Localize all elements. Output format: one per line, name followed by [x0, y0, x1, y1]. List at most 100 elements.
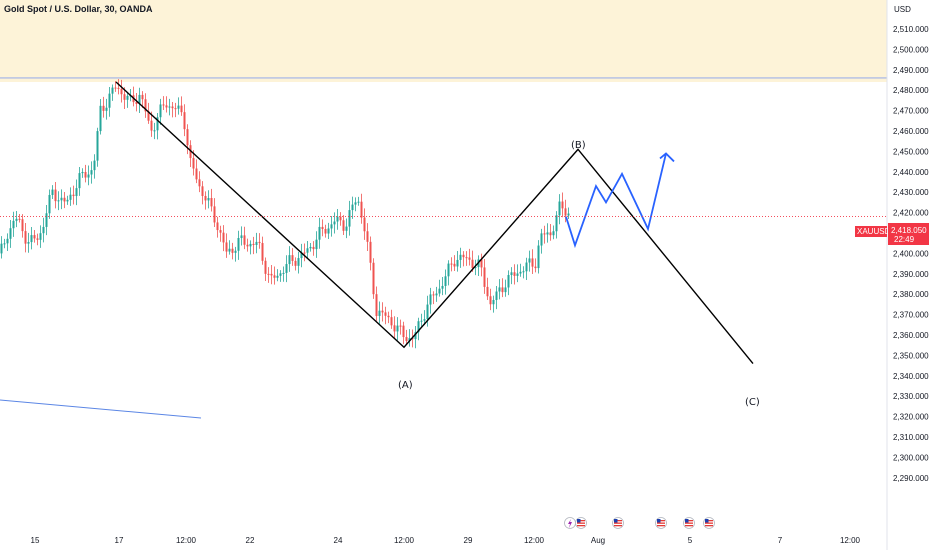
candle-body: [564, 208, 567, 216]
candle-body: [111, 87, 114, 94]
candle-body: [153, 130, 156, 132]
candle-body: [177, 105, 180, 109]
candle-body: [168, 106, 171, 108]
candle-body: [126, 95, 129, 100]
time-tick-label: 5: [688, 536, 693, 545]
candle-body: [546, 232, 549, 235]
candle-body: [528, 258, 531, 263]
candle-body: [6, 238, 9, 244]
candle-body: [354, 202, 357, 205]
candle-body: [87, 174, 90, 178]
candle-body: [450, 263, 453, 265]
price-tick-label: 2,510.000: [893, 25, 929, 34]
candle-body: [555, 215, 558, 232]
price-axis[interactable]: 2,510.000 2,500.000 2,490.000 2,480.000 2,47…: [893, 25, 929, 483]
price-tick-label: 2,310.000: [893, 433, 929, 442]
price-tick-label: 2,340.000: [893, 372, 929, 381]
candle-body: [246, 244, 249, 247]
candle-body: [438, 288, 441, 294]
candle-body: [258, 241, 261, 244]
price-tick-label: 2,370.000: [893, 311, 929, 320]
candle-body: [237, 237, 240, 251]
candle-body: [504, 287, 507, 293]
candle-body: [498, 287, 501, 292]
chart-title: Gold Spot / U.S. Dollar, 30, OANDA: [4, 4, 153, 14]
candle-body: [324, 229, 327, 234]
candle-body: [279, 273, 282, 276]
candle-body: [207, 198, 210, 201]
us-flag-icon[interactable]: [575, 517, 587, 529]
candle-body: [501, 287, 504, 293]
candle-body: [420, 320, 423, 322]
candle-body: [441, 285, 444, 289]
price-tick-label: 2,380.000: [893, 290, 929, 299]
candle-body: [72, 194, 75, 197]
candle-body: [390, 317, 393, 326]
candle-body: [75, 188, 78, 197]
candle-body: [372, 262, 375, 295]
candle-body: [261, 243, 264, 261]
us-flag-icon[interactable]: [612, 517, 624, 529]
event-markers[interactable]: [564, 517, 715, 529]
price-axis-background: [888, 0, 932, 550]
candle-body: [240, 235, 243, 238]
candle-body: [66, 199, 69, 202]
candle-body: [411, 338, 414, 340]
candle-body: [318, 226, 321, 240]
candle-body: [345, 226, 348, 231]
candle-body: [462, 254, 465, 258]
candle-body: [165, 105, 168, 108]
candle-body: [210, 198, 213, 207]
candle-body: [426, 304, 429, 320]
time-tick-label: 29: [464, 536, 473, 545]
price-tick-label: 2,490.000: [893, 66, 929, 75]
support-trendline: [0, 399, 202, 419]
candle-body: [399, 325, 402, 327]
candle-body: [102, 105, 105, 111]
candle-body: [24, 231, 27, 244]
candle-body: [225, 242, 228, 252]
candle-body: [525, 262, 528, 272]
candle-body: [414, 332, 417, 340]
lightning-flag-icon[interactable]: [564, 517, 576, 529]
candle-body: [384, 312, 387, 316]
candle-body: [114, 87, 117, 89]
candle-body: [141, 94, 144, 100]
candle-body: [561, 201, 564, 209]
time-tick-label: 24: [334, 536, 343, 545]
symbol-tag: [855, 226, 887, 237]
candle-body: [336, 216, 339, 222]
candle-body: [342, 220, 345, 231]
candle-body: [186, 129, 189, 146]
candle-body: [303, 252, 306, 254]
us-flag-icon[interactable]: [703, 517, 715, 529]
time-tick-label: 12:00: [394, 536, 415, 545]
candle-body: [294, 260, 297, 266]
candle-body: [312, 246, 315, 250]
candle-body: [531, 258, 534, 267]
candle-body: [69, 194, 72, 200]
candle-body: [159, 104, 162, 118]
candle-body: [369, 241, 372, 263]
candle-body: [402, 325, 405, 338]
time-axis[interactable]: 15 17 12:00 22 24 12:00 29 12:00 Aug 5 7 12:00: [31, 536, 861, 545]
candle-body: [120, 88, 123, 95]
candle-body: [507, 275, 510, 288]
price-tick-label: 2,290.000: [893, 474, 929, 483]
price-tick-label: 2,400.000: [893, 249, 929, 258]
us-flag-icon[interactable]: [683, 517, 695, 529]
candle-body: [171, 106, 174, 109]
candle-body: [510, 272, 513, 276]
candle-body: [234, 250, 237, 253]
candle-body: [360, 201, 363, 218]
candle-body: [357, 201, 360, 203]
candle-body: [12, 220, 15, 229]
candle-body: [366, 231, 369, 242]
candle-body: [135, 102, 138, 104]
us-flag-icon[interactable]: [655, 517, 667, 529]
candle-body: [381, 310, 384, 313]
candle-body: [300, 252, 303, 259]
candle-body: [228, 248, 231, 252]
candle-body: [291, 255, 294, 261]
